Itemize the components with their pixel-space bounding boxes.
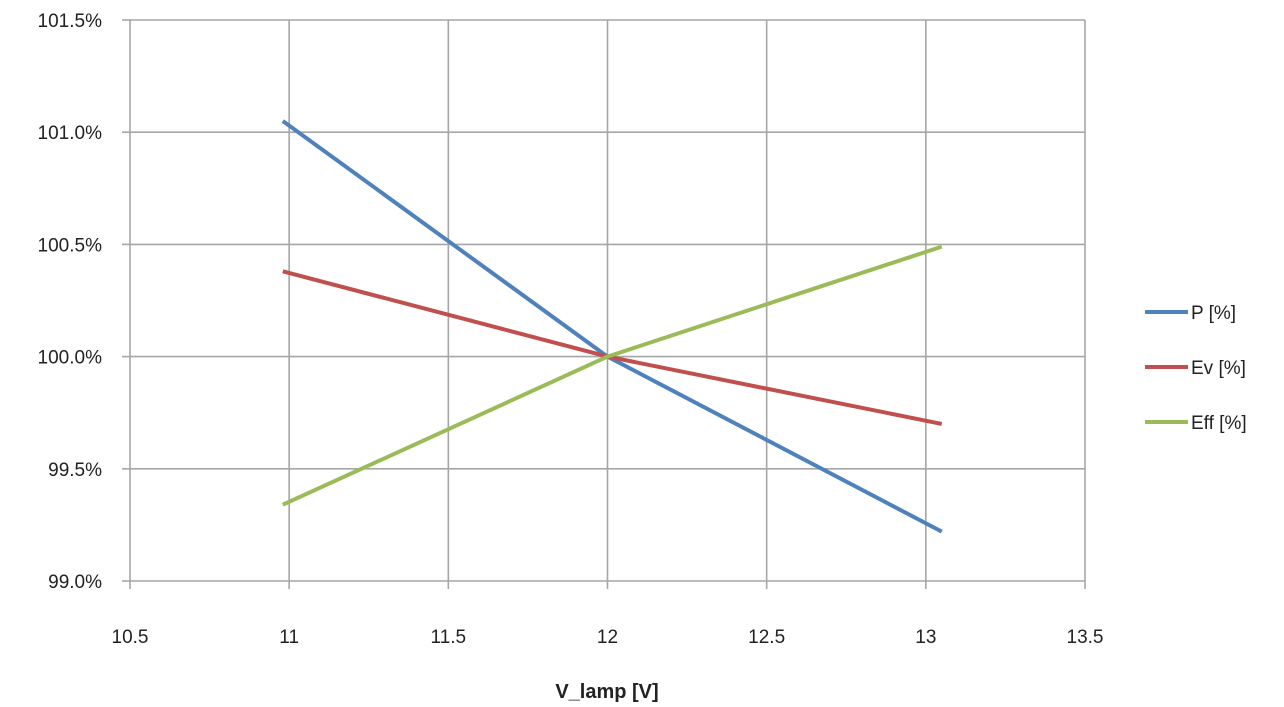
y-tick-label: 99.5% <box>48 460 102 481</box>
grid <box>122 19 1086 589</box>
legend-label-p: P [%] <box>1191 303 1236 324</box>
y-axis-ticks: 99.0% 99.5% 100.0% 100.5% 101.0% 101.5% <box>38 11 103 593</box>
series-line-eff <box>281 244 943 507</box>
x-tick-label: 13 <box>915 627 936 648</box>
y-tick-label: 99.0% <box>48 572 102 593</box>
legend-label-ev: Ev [%] <box>1191 358 1246 379</box>
x-tick-label: 12 <box>597 627 618 648</box>
y-tick-label: 101.0% <box>38 123 103 144</box>
x-axis-ticks: 10.5 11 11.5 12 12.5 13 13.5 <box>112 627 1104 648</box>
x-tick-label: 11.5 <box>431 627 467 648</box>
x-tick-label: 13.5 <box>1067 627 1104 648</box>
y-tick-label: 100.5% <box>38 235 103 256</box>
legend-label-eff: Eff [%] <box>1191 413 1247 434</box>
x-axis-title: V_lamp [V] <box>555 681 658 702</box>
x-tick-label: 10.5 <box>112 627 149 648</box>
x-tick-label: 12.5 <box>748 627 785 648</box>
y-tick-label: 101.5% <box>38 11 103 32</box>
y-tick-label: 100.0% <box>38 348 103 369</box>
series-line-ev <box>282 269 943 426</box>
series-lines <box>281 119 943 534</box>
series-line-p <box>281 119 943 534</box>
legend: P [%] Ev [%] Eff [%] <box>1145 303 1247 434</box>
x-tick-label: 11 <box>279 627 299 648</box>
